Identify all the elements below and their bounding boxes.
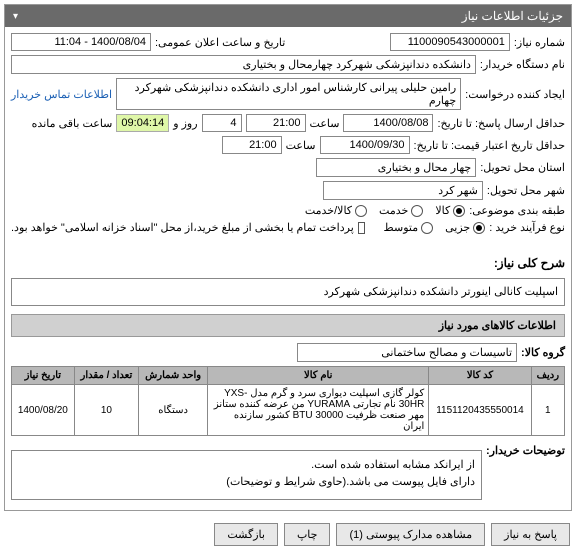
radio-medium-input[interactable] [421,222,433,234]
goods-section-title: اطلاعات کالاهای مورد نیاز [439,320,556,332]
need-no-label: شماره نیاز: [514,36,565,49]
reply-button[interactable]: پاسخ به نیاز [491,523,570,546]
contact-link[interactable]: اطلاعات تماس خریدار [11,88,112,101]
notes-box: از ایرانکد مشابه استفاده شده است. دارای … [11,450,482,500]
cell-name: کولر گازی اسپلیت دیواری سرد و گرم مدل YX… [208,385,429,436]
radio-both-input[interactable] [355,205,367,217]
days-label: روز و [173,117,197,130]
col-row: ردیف [531,367,564,385]
validity-label: حداقل تاریخ اعتبار قیمت: تا تاریخ: [414,139,565,152]
panel-body: شماره نیاز: 1100090543000001 تاریخ و ساع… [5,27,571,510]
radio-medium[interactable]: متوسط [384,221,434,234]
province-value: چهار محال و بختیاری [316,158,476,177]
cell-date: 1400/08/20 [12,385,75,436]
requester-label: ایجاد کننده درخواست: [465,88,565,101]
need-title-box: اسپلیت کانالی اینورتر دانشکده دندانپزشکی… [11,278,565,306]
cell-row: 1 [531,385,564,436]
notes-label: توضیحات خریدار: [486,444,565,457]
col-code: کد کالا [429,367,531,385]
radio-service-label: خدمت [379,204,408,217]
purchase-type-label: نوع فرآیند خرید : [489,221,565,234]
print-button[interactable]: چاپ [284,523,331,546]
need-details-panel: جزئیات اطلاعات نیاز ▾ شماره نیاز: 110009… [4,4,572,511]
need-title-text: اسپلیت کانالی اینورتر دانشکده دندانپزشکی… [324,286,558,298]
remaining-label: ساعت باقی مانده [32,117,113,130]
cell-qty: 10 [74,385,138,436]
notes-line2: دارای فایل پیوست می باشد.(حاوی شرایط و ت… [18,474,475,491]
deadline-date: 1400/08/08 [343,114,433,132]
radio-service-input[interactable] [411,205,423,217]
requester-value: رامین حلیلی پیرانی کارشناس امور اداری دا… [116,78,461,110]
timer: 09:04:14 [116,114,169,132]
radio-minor-input[interactable] [473,222,485,234]
validity-date: 1400/09/30 [320,136,410,154]
col-unit: واحد شمارش [139,367,208,385]
radio-goods[interactable]: کالا [435,204,465,217]
payment-note: پرداخت تمام یا بخشی از مبلغ خرید،از محل … [11,221,354,234]
goods-table: ردیف کد کالا نام کالا واحد شمارش تعداد /… [11,366,565,436]
radio-service[interactable]: خدمت [379,204,423,217]
cell-unit: دستگاه [139,385,208,436]
radio-both[interactable]: کالا/خدمت [305,204,367,217]
radio-both-label: کالا/خدمت [305,204,352,217]
notes-line1: از ایرانکد مشابه استفاده شده است. [18,457,475,474]
days-left: 4 [202,114,242,132]
purchase-type-group: جزیی متوسط [384,221,486,234]
radio-medium-label: متوسط [384,221,419,234]
need-no-value: 1100090543000001 [390,33,510,51]
payment-checkbox[interactable] [358,222,365,234]
announce-value: 1400/08/04 - 11:04 [11,33,151,51]
time-label-1: ساعت [310,117,340,130]
need-title-label: شرح کلی نیاز: [494,256,565,270]
goods-section-header: اطلاعات کالاهای مورد نیاز [11,314,565,337]
table-header-row: ردیف کد کالا نام کالا واحد شمارش تعداد /… [12,367,565,385]
table-row: 1 1151120435550014 کولر گازی اسپلیت دیوا… [12,385,565,436]
radio-goods-input[interactable] [453,205,465,217]
city-label: شهر محل تحویل: [487,184,565,197]
radio-minor[interactable]: جزیی [445,221,485,234]
attachments-button[interactable]: مشاهده مدارک پیوستی (1) [336,523,485,546]
announce-label: تاریخ و ساعت اعلان عمومی: [155,36,285,49]
buyer-label: نام دستگاه خریدار: [480,58,565,71]
radio-minor-label: جزیی [445,221,470,234]
cell-code: 1151120435550014 [429,385,531,436]
group-value: تاسیسات و مصالح ساختمانی [297,343,517,362]
panel-title: جزئیات اطلاعات نیاز [462,9,563,23]
province-label: استان محل تحویل: [480,161,565,174]
deadline-time: 21:00 [246,114,306,132]
time-label-2: ساعت [286,139,316,152]
footer-buttons: پاسخ به نیاز مشاهده مدارک پیوستی (1) چاپ… [0,515,576,554]
collapse-icon[interactable]: ▾ [13,11,18,22]
category-radio-group: کالا خدمت کالا/خدمت [305,204,465,217]
radio-goods-label: کالا [435,204,450,217]
deadline-label: حداقل ارسال پاسخ: تا تاریخ: [437,117,565,130]
col-qty: تعداد / مقدار [74,367,138,385]
city-value: شهر کرد [323,181,483,200]
col-name: نام کالا [208,367,429,385]
group-label: گروه کالا: [521,346,565,359]
col-date: تاریخ نیاز [12,367,75,385]
back-button[interactable]: بازگشت [214,523,278,546]
validity-time: 21:00 [222,136,282,154]
buyer-value: دانشکده دندانپزشکی شهرکرد چهارمحال و بخت… [11,55,476,74]
panel-header: جزئیات اطلاعات نیاز ▾ [5,5,571,27]
category-label: طبقه بندی موضوعی: [469,204,565,217]
